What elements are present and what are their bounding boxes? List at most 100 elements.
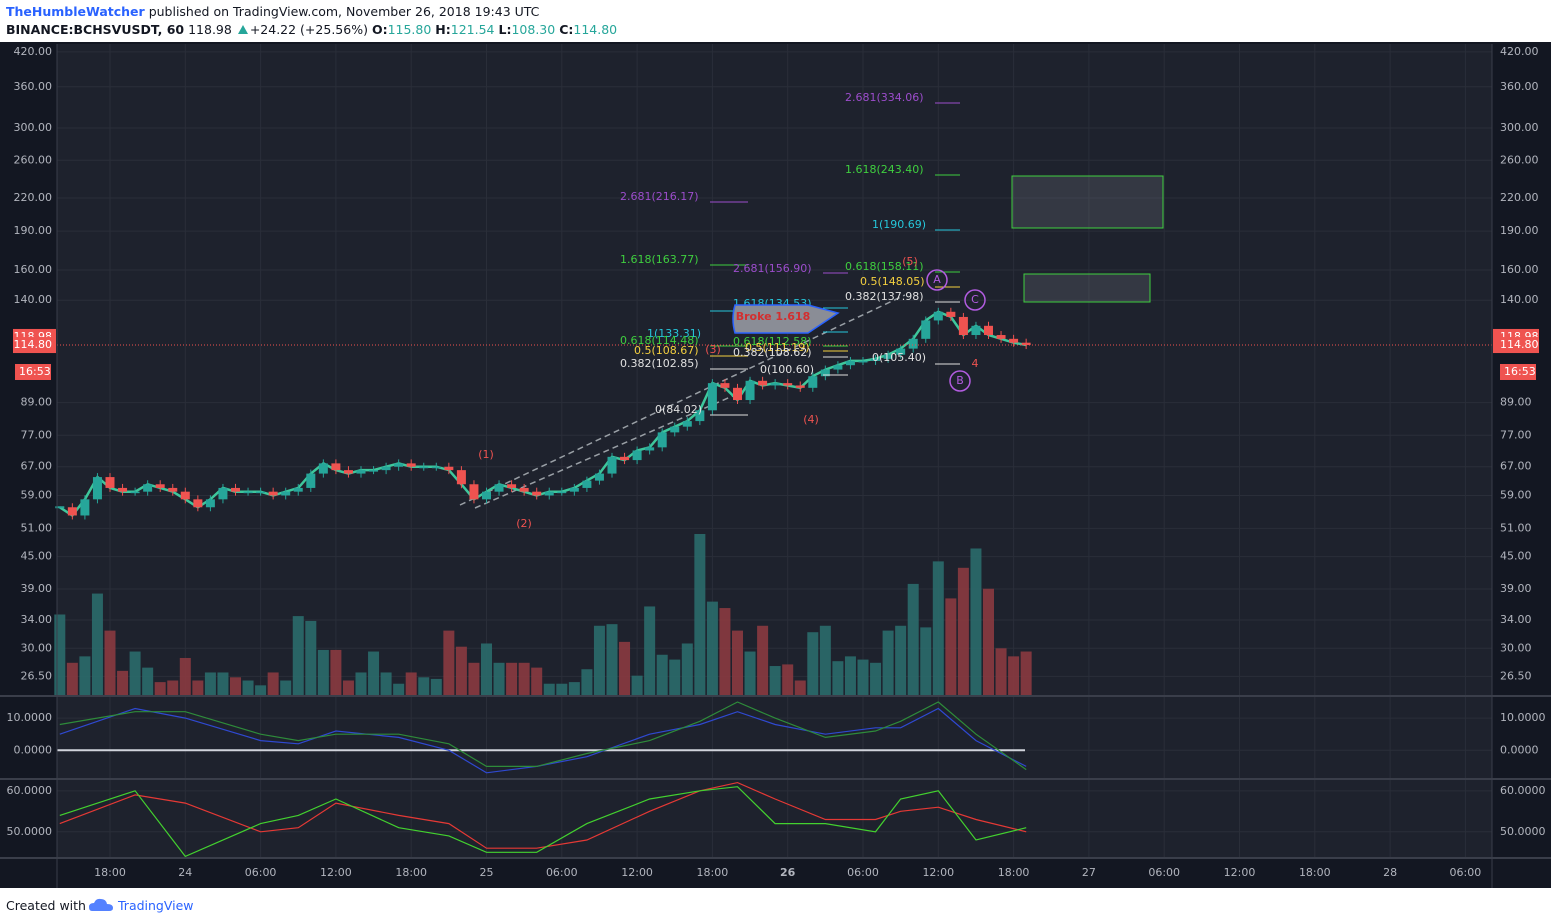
- brand[interactable]: TradingView: [118, 898, 194, 913]
- y-tick-label: 89.00: [1500, 396, 1532, 409]
- callout: [732, 304, 840, 334]
- wave-label: C: [971, 293, 979, 306]
- volume-bar: [769, 666, 781, 695]
- candle: [193, 499, 203, 508]
- volume-bar: [794, 680, 806, 695]
- candle: [808, 376, 818, 388]
- candle: [607, 456, 617, 474]
- candle: [657, 432, 667, 448]
- author[interactable]: TheHumbleWatcher: [6, 4, 145, 19]
- candle: [532, 491, 542, 496]
- fib-label: 0.5(108.67): [634, 344, 699, 357]
- candle: [933, 311, 943, 321]
- y-tick-label: 220.00: [1500, 191, 1539, 204]
- volume-bar: [807, 632, 819, 695]
- y-tick-label: 140.00: [14, 293, 53, 306]
- candle: [544, 491, 554, 496]
- header: TheHumbleWatcher published on TradingVie…: [0, 0, 1551, 42]
- fib-label: 0(100.60): [760, 363, 814, 376]
- volume-bar: [393, 683, 405, 695]
- candle: [921, 320, 931, 339]
- y-tick-label: 26.50: [21, 669, 53, 682]
- volume-bar: [543, 683, 555, 695]
- volume-bar: [531, 667, 543, 695]
- volume-bar: [581, 669, 593, 695]
- candle: [356, 470, 366, 474]
- wave-label: (2): [516, 517, 532, 530]
- volume-bar: [694, 534, 706, 695]
- volume-bar: [255, 685, 267, 695]
- candle: [80, 499, 90, 516]
- y-tick-label: 0.0000: [14, 743, 53, 756]
- candle: [946, 311, 956, 317]
- candle: [482, 491, 491, 500]
- wave-label: (4): [803, 413, 819, 426]
- fib-label: 0.5(148.05): [860, 275, 925, 288]
- volume-bar: [481, 643, 492, 695]
- candle: [456, 470, 466, 485]
- x-tick-label: 12:00: [320, 866, 352, 879]
- volume-bar: [844, 656, 856, 695]
- y-tick-label: 59.00: [21, 488, 53, 501]
- candle: [908, 338, 918, 349]
- volume-bar: [280, 680, 292, 695]
- volume-bar: [443, 630, 455, 695]
- volume-bar: [593, 625, 605, 695]
- y-tick-label: 220.00: [14, 191, 53, 204]
- y-tick-label: 420.00: [14, 45, 53, 58]
- candle: [343, 470, 353, 474]
- x-tick-label: 24: [178, 866, 192, 879]
- created: Created with: [6, 898, 86, 913]
- candle: [444, 466, 454, 471]
- wave-label: (1): [478, 448, 494, 461]
- fib-label: 2.681(156.90): [733, 262, 812, 275]
- volume-bar: [568, 682, 580, 695]
- volume-bar: [870, 662, 882, 695]
- y-tick-label: 45.00: [1500, 550, 1532, 563]
- y-tick-label: 420.00: [1500, 45, 1539, 58]
- candle: [507, 484, 517, 488]
- volume-bar: [129, 651, 141, 695]
- fib-label: 0(84.02): [655, 403, 702, 416]
- fib-label: 1.618(243.40): [845, 163, 924, 176]
- candle: [394, 463, 404, 467]
- label: H:: [435, 22, 451, 37]
- label: C:: [559, 22, 574, 37]
- y-tick-label: 360.00: [1500, 80, 1539, 93]
- up-arrow: [237, 25, 248, 34]
- candle: [1009, 338, 1019, 343]
- volume-bar: [430, 678, 442, 695]
- volume-bar: [757, 625, 769, 695]
- y-tick-label: 39.00: [21, 582, 53, 595]
- candle: [331, 463, 341, 471]
- candle: [180, 491, 190, 500]
- candle: [205, 499, 215, 508]
- volume-bar: [330, 649, 342, 695]
- volume-bar: [744, 651, 756, 695]
- candle: [130, 491, 140, 494]
- y-tick-label: 190.00: [1500, 224, 1539, 237]
- candle: [770, 383, 780, 386]
- fib-label: 0.5(111.19): [745, 341, 810, 354]
- y-tick-label: 77.00: [21, 428, 53, 441]
- countdown-badge: [15, 364, 51, 380]
- candle: [632, 450, 642, 461]
- candle: [369, 470, 379, 472]
- volume-bar: [832, 661, 844, 695]
- y-tick-label: 50.0000: [1500, 825, 1546, 838]
- volume-bar: [267, 672, 279, 695]
- volume-bar: [518, 662, 530, 695]
- y-tick-label: 30.00: [1500, 641, 1532, 654]
- footer: Created with TradingView: [0, 890, 1551, 922]
- volume-bar: [907, 583, 919, 695]
- y-tick-label: 60.0000: [7, 784, 53, 797]
- header-line: TheHumbleWatcher published on TradingVie…: [6, 4, 539, 19]
- candle: [645, 447, 655, 451]
- y-tick-label: 26.50: [1500, 669, 1532, 682]
- candle: [469, 484, 479, 500]
- fib-label: 1(133.31): [647, 327, 701, 340]
- volume-bar: [983, 588, 994, 695]
- volume-bar: [656, 654, 668, 695]
- candle: [745, 380, 755, 401]
